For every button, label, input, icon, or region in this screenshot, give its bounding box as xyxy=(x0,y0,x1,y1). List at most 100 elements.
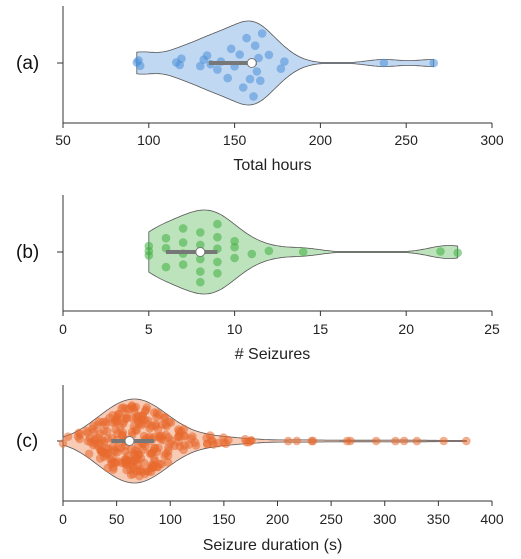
data-point xyxy=(97,435,107,445)
data-point xyxy=(346,436,355,446)
data-point xyxy=(143,419,152,429)
data-point xyxy=(264,246,274,256)
x-tick-label: 50 xyxy=(109,511,125,527)
data-point xyxy=(84,449,94,459)
median-marker xyxy=(124,436,135,446)
data-point xyxy=(371,436,381,446)
data-point xyxy=(213,269,222,278)
data-point xyxy=(202,51,212,60)
x-axis-title: Total hours xyxy=(233,157,311,174)
data-point xyxy=(298,247,308,257)
data-point xyxy=(230,242,239,252)
data-point xyxy=(213,232,222,242)
x-tick-label: 200 xyxy=(309,132,333,148)
data-point xyxy=(178,260,188,269)
data-point xyxy=(122,413,132,423)
panel-label: (b) xyxy=(16,242,39,263)
data-point xyxy=(264,50,274,60)
x-tick-label: 100 xyxy=(137,132,161,148)
x-tick-label: 350 xyxy=(427,511,451,527)
data-point xyxy=(247,249,257,259)
data-point xyxy=(129,449,139,458)
data-point xyxy=(151,420,160,429)
data-point xyxy=(163,458,173,467)
data-point xyxy=(141,405,151,415)
data-point xyxy=(230,236,239,246)
x-axis-title: # Seizures xyxy=(235,346,311,363)
data-point xyxy=(213,65,222,74)
x-tick-label: 0 xyxy=(59,321,67,337)
data-point xyxy=(134,56,143,65)
data-point xyxy=(126,465,135,475)
data-point xyxy=(203,439,212,449)
panel-a: 50 100 150 200 250 300 Total hours (a) xyxy=(16,6,504,174)
x-tick-label: 250 xyxy=(319,511,343,527)
median-marker xyxy=(246,58,257,68)
data-point xyxy=(187,434,196,444)
data-point xyxy=(196,228,205,237)
x-tick-label: 0 xyxy=(59,511,67,527)
data-point xyxy=(161,449,171,458)
data-point xyxy=(93,420,103,430)
x-tick-label: 50 xyxy=(55,132,71,148)
data-point xyxy=(250,41,260,50)
x-tick-label: 200 xyxy=(266,511,290,527)
data-point xyxy=(141,442,150,451)
x-tick-label: 20 xyxy=(398,321,414,337)
data-point xyxy=(108,442,118,451)
data-point xyxy=(292,436,302,446)
data-point xyxy=(180,441,190,450)
data-point xyxy=(196,277,205,287)
data-point xyxy=(89,427,99,437)
data-point xyxy=(412,436,422,446)
data-point xyxy=(436,247,445,256)
x-tick-label: 15 xyxy=(313,321,329,337)
data-point xyxy=(110,417,120,427)
data-point xyxy=(429,58,439,68)
data-point xyxy=(133,416,143,426)
panel-c: 0 50 100 150 200 250 300 350 400 Seizure duration… xyxy=(16,385,504,554)
data-point xyxy=(230,253,239,263)
data-point xyxy=(155,433,164,442)
data-point xyxy=(58,439,68,448)
data-point xyxy=(238,83,248,92)
data-point xyxy=(148,462,157,471)
data-point xyxy=(103,463,113,473)
data-point xyxy=(226,44,236,54)
data-point xyxy=(224,435,233,445)
data-point xyxy=(83,436,93,446)
data-point xyxy=(308,436,318,446)
data-point xyxy=(154,410,164,419)
data-point xyxy=(127,401,137,410)
data-point xyxy=(166,439,175,449)
data-point xyxy=(213,219,222,229)
data-point xyxy=(173,432,183,442)
data-point xyxy=(131,425,140,435)
data-point xyxy=(245,74,255,84)
data-point xyxy=(242,33,251,43)
data-point xyxy=(114,457,123,466)
data-point xyxy=(177,54,186,63)
data-point xyxy=(399,436,409,446)
data-point xyxy=(276,64,286,73)
data-point xyxy=(178,224,188,233)
x-tick-label: 250 xyxy=(395,132,419,148)
data-point xyxy=(120,446,130,456)
data-point xyxy=(161,262,171,272)
data-point xyxy=(108,411,117,420)
data-point xyxy=(63,432,73,442)
data-point xyxy=(213,257,222,267)
data-point xyxy=(254,53,263,63)
panel-label: (c) xyxy=(16,431,38,452)
data-point xyxy=(196,254,205,264)
data-point xyxy=(244,437,254,447)
data-point xyxy=(255,76,265,85)
data-point xyxy=(462,436,471,446)
data-point xyxy=(178,238,188,247)
data-point xyxy=(135,471,144,481)
panel-b: 0 5 10 15 20 25 # Seizures (b) xyxy=(16,195,500,363)
data-point xyxy=(121,454,130,464)
data-point xyxy=(223,73,232,83)
x-axis-title: Seizure duration (s) xyxy=(203,537,343,554)
